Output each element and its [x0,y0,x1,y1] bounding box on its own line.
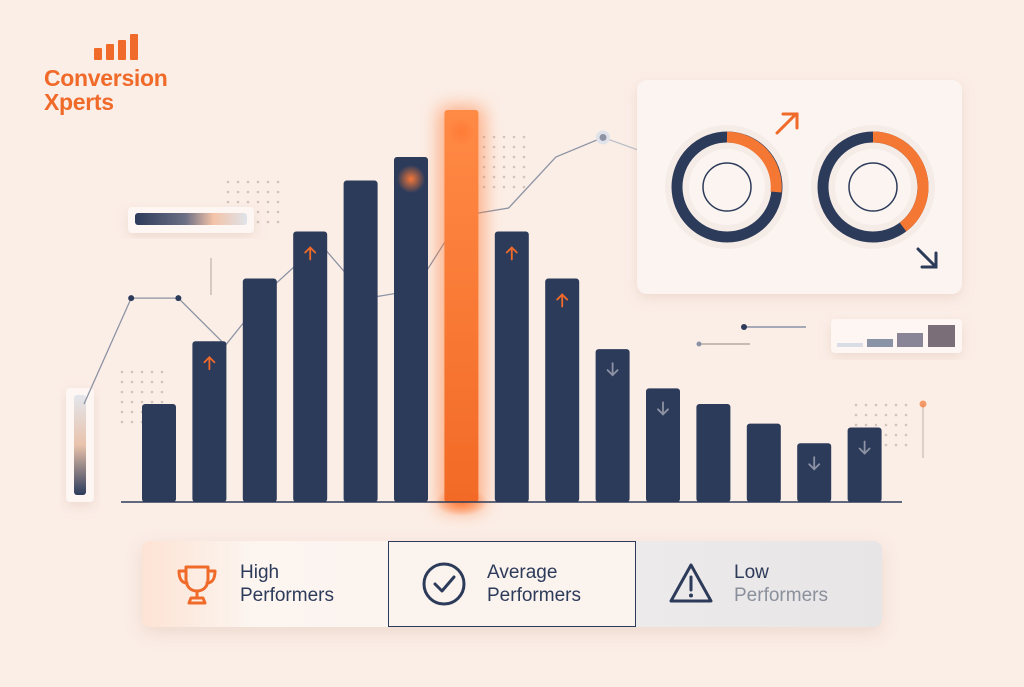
arrow-down-icon [858,440,871,455]
bar [847,427,882,502]
bar [142,404,176,502]
donut-gauge-panel [637,80,962,294]
bar-markers [203,118,871,471]
warning-triangle-icon [669,563,713,603]
bar [545,278,580,502]
vertical-slider-widget [66,388,94,502]
mini-bar-widget [831,319,962,353]
donut-gauge-left [665,125,789,249]
arrow-down-icon [657,401,669,416]
horizontal-slider-widget [128,207,254,233]
bar [646,388,680,502]
decorative-dot-grid [120,135,908,447]
trend-point [175,295,182,302]
trend-point [128,295,135,302]
bar-top-glow [397,165,425,194]
arrow-down-icon [808,456,821,471]
bar [696,404,731,502]
legend-high-label: High Performers [240,562,334,606]
decorative-slider-lines [696,324,927,458]
arrow-up-icon [505,246,518,261]
arrow-up-icon [556,293,569,308]
bar [797,443,832,502]
donut-gauge-right [811,125,935,249]
trend-line-path [83,136,604,405]
arrow-up-icon [203,356,216,371]
legend-low-label: Low Performers [734,562,828,606]
legend-high-performers: High Performers [142,541,388,627]
bar-top-glow [447,118,476,146]
brand-logo: Conversion Xperts [44,34,168,115]
arrow-up-icon [304,246,317,261]
brand-name-line2: Xperts [44,89,114,115]
trend-end-point-core [599,133,607,141]
check-circle-icon [422,562,466,606]
bar [242,278,277,502]
bar [494,231,529,502]
arrow-up-right-icon [775,112,799,135]
arrow-down-right-icon [916,247,938,269]
legend-average-label: Average Performers [487,562,581,606]
bar-chart-logo-icon [94,34,138,60]
bar [394,157,428,503]
arrow-down-icon [606,362,619,377]
trophy-icon [177,565,217,605]
legend-average-performers: Average Performers [388,541,636,627]
bar [293,231,328,502]
legend-low-performers: Low Performers [636,541,882,627]
bar [595,349,630,502]
brand-name-line1: Conversion [44,65,168,91]
performance-legend: High Performers Average Performers Low [142,541,882,627]
bar [192,341,227,502]
bar-highlight [444,110,479,502]
bars [142,110,882,503]
bar [746,423,781,502]
bar [343,180,378,502]
